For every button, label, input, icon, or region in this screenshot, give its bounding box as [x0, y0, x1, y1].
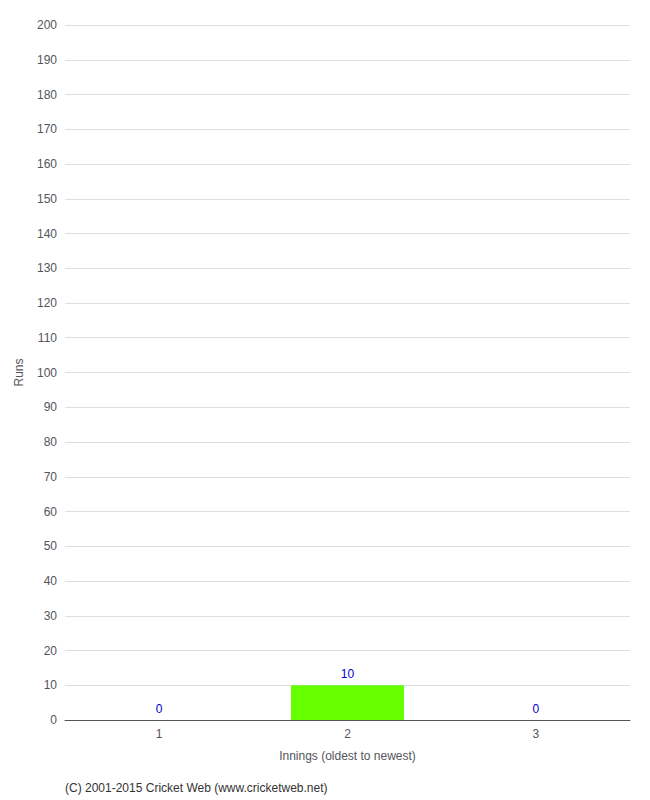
svg-text:180: 180 — [37, 88, 57, 102]
svg-text:140: 140 — [37, 227, 57, 241]
svg-text:60: 60 — [44, 505, 58, 519]
svg-text:190: 190 — [37, 53, 57, 67]
svg-text:50: 50 — [44, 539, 58, 553]
svg-text:0: 0 — [50, 713, 57, 727]
svg-text:200: 200 — [37, 18, 57, 32]
svg-text:10: 10 — [44, 678, 58, 692]
svg-text:20: 20 — [44, 644, 58, 658]
svg-text:130: 130 — [37, 261, 57, 275]
svg-text:80: 80 — [44, 435, 58, 449]
svg-text:40: 40 — [44, 574, 58, 588]
svg-text:170: 170 — [37, 122, 57, 136]
svg-text:Runs: Runs — [12, 358, 26, 386]
svg-text:70: 70 — [44, 470, 58, 484]
svg-text:100: 100 — [37, 366, 57, 380]
svg-text:1: 1 — [156, 727, 163, 741]
svg-text:90: 90 — [44, 400, 58, 414]
svg-text:Innings (oldest to newest): Innings (oldest to newest) — [279, 749, 416, 763]
svg-text:160: 160 — [37, 157, 57, 171]
svg-text:0: 0 — [532, 702, 539, 716]
svg-text:2: 2 — [344, 727, 351, 741]
svg-text:120: 120 — [37, 296, 57, 310]
svg-text:30: 30 — [44, 609, 58, 623]
svg-text:3: 3 — [532, 727, 539, 741]
svg-text:(C) 2001-2015 Cricket Web (www: (C) 2001-2015 Cricket Web (www.cricketwe… — [65, 781, 328, 795]
svg-text:0: 0 — [156, 702, 163, 716]
svg-text:150: 150 — [37, 192, 57, 206]
svg-text:10: 10 — [341, 667, 355, 681]
svg-text:110: 110 — [38, 331, 57, 345]
